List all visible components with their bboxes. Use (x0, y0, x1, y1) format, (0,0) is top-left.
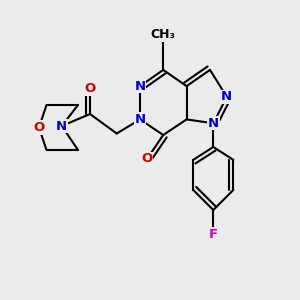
Text: CH₃: CH₃ (151, 28, 176, 41)
Text: N: N (56, 119, 68, 133)
Text: N: N (134, 80, 146, 93)
Text: F: F (209, 227, 218, 241)
Text: O: O (33, 121, 45, 134)
Text: N: N (134, 113, 146, 126)
Text: O: O (84, 82, 96, 95)
Text: N: N (208, 117, 219, 130)
Text: N: N (221, 90, 232, 104)
Text: O: O (141, 152, 153, 166)
